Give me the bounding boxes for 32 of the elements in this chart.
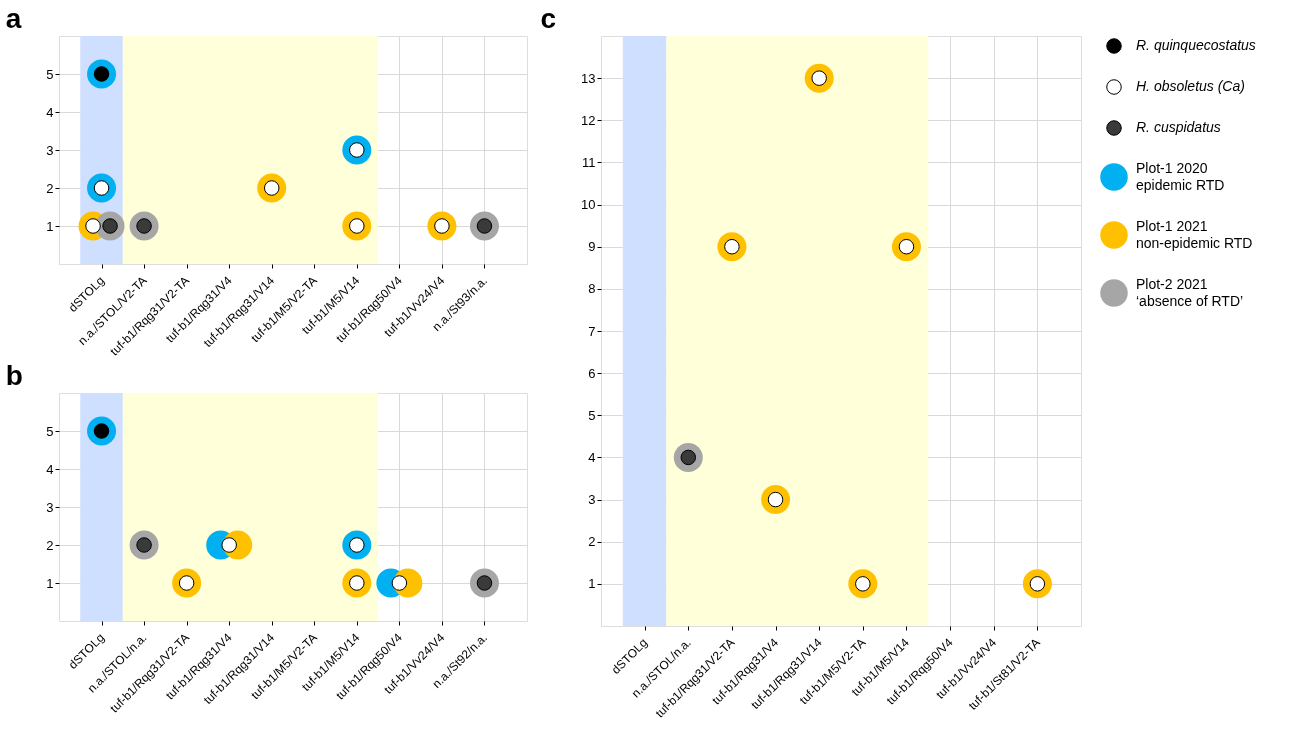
legend-label: Plot-2 2021 ‘absence of RTD’ — [1136, 276, 1244, 309]
y-tick-label: 8 — [588, 281, 596, 297]
legend-label: R. quinquecostatus — [1136, 37, 1256, 53]
y-tick-label: 6 — [588, 365, 596, 381]
y-tick-label: 5 — [46, 66, 54, 82]
chart-title: c — [540, 3, 557, 34]
y-tick-label: 3 — [46, 142, 54, 158]
y-tick-label: 2 — [588, 534, 596, 550]
y-tick-label: 2 — [46, 180, 54, 196]
y-tick-label: 3 — [588, 492, 596, 508]
chart-title: b — [5, 360, 23, 391]
y-tick-label: 1 — [46, 218, 54, 234]
legend-label: H. obsoletus (Ca) — [1136, 78, 1245, 94]
y-tick-label: 11 — [582, 154, 596, 170]
y-tick-label: 4 — [46, 461, 54, 477]
y-tick-label: 5 — [588, 407, 596, 423]
y-tick-label: 5 — [46, 423, 54, 439]
y-tick-label: 9 — [588, 239, 596, 255]
y-tick-label: 1 — [46, 575, 54, 591]
y-tick-label: 1 — [588, 576, 596, 592]
y-tick-label: 13 — [581, 70, 596, 86]
y-tick-label: 4 — [588, 449, 596, 465]
chart-title: a — [5, 3, 22, 34]
legend-label: Plot-1 2020 epidemic RTD — [1136, 160, 1225, 193]
legend-label: R. cuspidatus — [1136, 119, 1221, 135]
legend-label: Plot-1 2021 non-epidemic RTD — [1136, 218, 1253, 251]
y-tick-label: 2 — [46, 537, 54, 553]
y-tick-label: 12 — [581, 112, 596, 128]
y-tick-label: 4 — [46, 104, 54, 120]
y-tick-label: 3 — [46, 499, 54, 515]
y-tick-label: 7 — [588, 323, 596, 339]
y-tick-label: 10 — [581, 197, 596, 213]
